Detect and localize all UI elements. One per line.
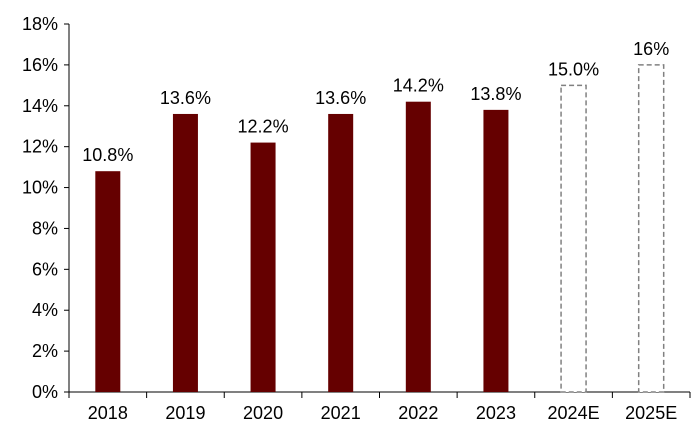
x-axis: 2018 2019 2020 2021 2022 2023 2024E 2025E xyxy=(68,391,691,423)
data-label: 14.2% xyxy=(393,76,444,96)
y-tick-label: 10% xyxy=(22,178,58,198)
data-label: 13.8% xyxy=(470,84,521,104)
y-tick-label: 8% xyxy=(32,218,58,238)
y-tick-label: 0% xyxy=(32,382,58,402)
data-labels: 10.8% 13.6% 12.2% 13.6% 14.2% 13.8% 15.0% 16% xyxy=(82,39,669,165)
x-tick-label: 2020 xyxy=(243,403,283,423)
x-tick-label: 2024E xyxy=(548,403,600,423)
y-tick-label: 12% xyxy=(22,137,58,157)
bar xyxy=(95,171,121,392)
y-tick-label: 16% xyxy=(22,55,58,75)
y-tick-label: 4% xyxy=(32,300,58,320)
y-tick-label: 14% xyxy=(22,96,58,116)
data-label: 16% xyxy=(633,39,669,59)
x-tick-label: 2023 xyxy=(476,403,516,423)
y-tick-label: 2% xyxy=(32,341,58,361)
bar xyxy=(250,142,276,392)
bar-estimate xyxy=(560,84,587,393)
data-label: 13.6% xyxy=(315,88,366,108)
bar xyxy=(328,113,354,392)
data-label: 13.6% xyxy=(160,88,211,108)
bar-estimate xyxy=(637,64,665,393)
y-tick-label: 18% xyxy=(22,14,58,34)
bar xyxy=(405,101,431,392)
y-tick-label: 6% xyxy=(32,259,58,279)
bars xyxy=(95,64,665,393)
data-label: 10.8% xyxy=(82,145,133,165)
bar xyxy=(172,113,198,392)
x-tick-label: 2025E xyxy=(625,403,677,423)
x-tick-label: 2021 xyxy=(321,403,361,423)
x-tick-label: 2019 xyxy=(165,403,205,423)
bar xyxy=(483,109,509,392)
x-tick-label: 2018 xyxy=(88,403,128,423)
data-label: 15.0% xyxy=(548,59,599,79)
data-label: 12.2% xyxy=(238,117,289,137)
y-axis: 0% 2% 4% 6% 8% 10% 12% 14% 16% 18% xyxy=(22,14,70,402)
x-tick-label: 2022 xyxy=(398,403,438,423)
